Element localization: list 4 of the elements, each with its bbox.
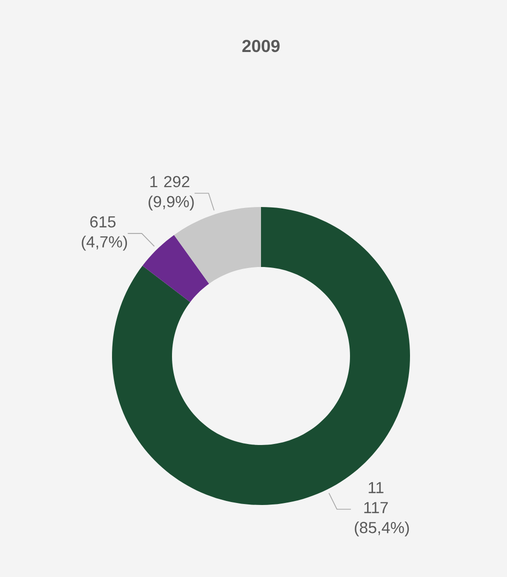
data-label: 615 (4,7%) — [82, 216, 127, 251]
data-label: 11 117 (85,4%) — [354, 482, 409, 536]
chart-title: 2009 — [242, 40, 280, 52]
data-label: 1 292 (9,9%) — [148, 176, 194, 210]
